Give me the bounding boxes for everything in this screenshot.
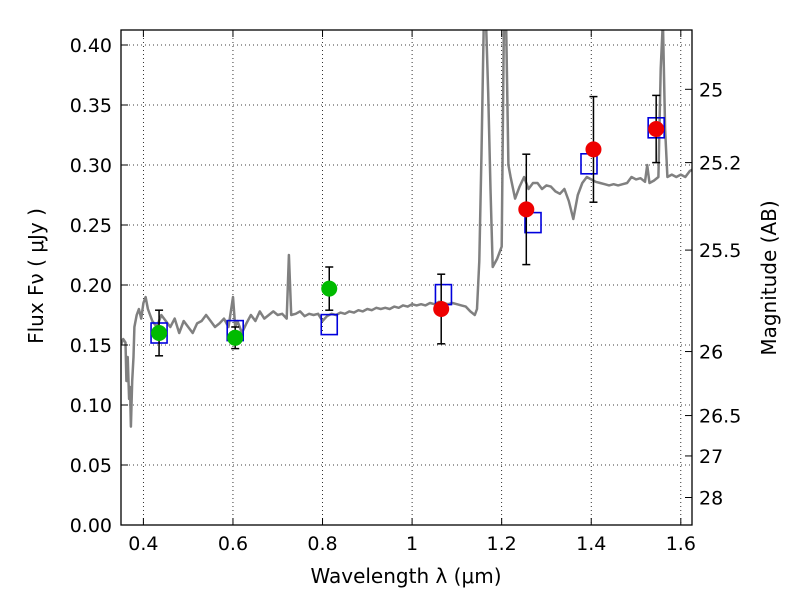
y-tick-label: 0.05 <box>70 455 112 477</box>
plot-area <box>121 30 692 428</box>
green-data-point <box>151 325 168 341</box>
y-tick-label: 0.10 <box>70 395 112 417</box>
red-data-point <box>648 121 665 137</box>
x-tick-label: 0.4 <box>128 533 158 555</box>
red-data-point <box>518 201 535 218</box>
model-square-marker <box>320 313 339 336</box>
y-tick-label: 0.35 <box>70 95 112 117</box>
plot-frame <box>120 29 693 526</box>
grid <box>121 30 692 526</box>
y2-tick-label: 25 <box>699 79 723 101</box>
y2-tick-label: 25.5 <box>699 240 741 262</box>
y-tick-label: 0.00 <box>70 515 112 537</box>
x-tick-label: 0.6 <box>218 533 248 555</box>
y-tick-label: 0.15 <box>70 335 112 357</box>
y2-tick-label: 28 <box>699 488 723 510</box>
red-data-point <box>433 301 450 317</box>
y-tick-label: 0.25 <box>70 215 112 237</box>
axes: 0.4 0.6 0.8 1 1.2 1.4 1.6 0.00 0.05 0.10 0.15 0.20 0… <box>70 30 741 555</box>
y2-tick-label: 26.5 <box>699 406 741 428</box>
x-axis-label: Wavelength λ (μm) <box>310 564 501 588</box>
y-tick-label: 0.40 <box>70 35 112 57</box>
y2-tick-label: 27 <box>699 446 723 468</box>
x-tick-label: 1 <box>406 533 418 555</box>
red-data-point <box>585 141 602 158</box>
y-tick-label: 0.20 <box>70 275 112 297</box>
x-tick-label: 0.8 <box>307 533 337 555</box>
y2-tick-label: 26 <box>699 342 723 364</box>
model-spectrum-line <box>121 30 692 428</box>
x-tick-label: 1.6 <box>666 533 696 555</box>
x-tick-label: 1.4 <box>576 533 606 555</box>
green-data-point <box>321 280 338 297</box>
y-tick-label: 0.30 <box>70 155 112 177</box>
y-axis-label: Flux Fν ( μJy ) <box>24 208 48 344</box>
y2-axis-label: Magnitude (AB) <box>757 200 781 355</box>
green-data-point <box>227 329 244 346</box>
x-tick-label: 1.2 <box>487 533 517 555</box>
y2-tick-label: 25.2 <box>699 153 741 175</box>
